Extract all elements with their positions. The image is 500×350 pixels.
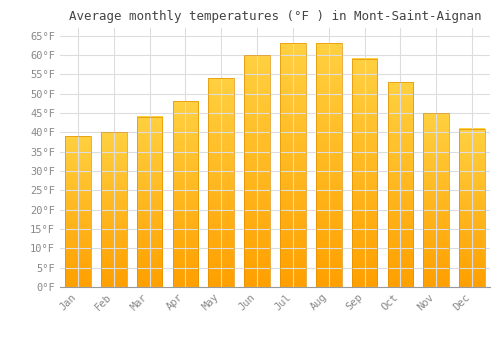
- Bar: [459, 128, 485, 287]
- Bar: [388, 82, 413, 287]
- Bar: [65, 136, 91, 287]
- Bar: [172, 102, 199, 287]
- Bar: [280, 43, 306, 287]
- Bar: [101, 132, 126, 287]
- Bar: [208, 78, 234, 287]
- Title: Average monthly temperatures (°F ) in Mont-Saint-Aignan: Average monthly temperatures (°F ) in Mo…: [69, 10, 481, 23]
- Bar: [352, 59, 378, 287]
- Bar: [244, 55, 270, 287]
- Bar: [316, 43, 342, 287]
- Bar: [424, 113, 449, 287]
- Bar: [136, 117, 162, 287]
